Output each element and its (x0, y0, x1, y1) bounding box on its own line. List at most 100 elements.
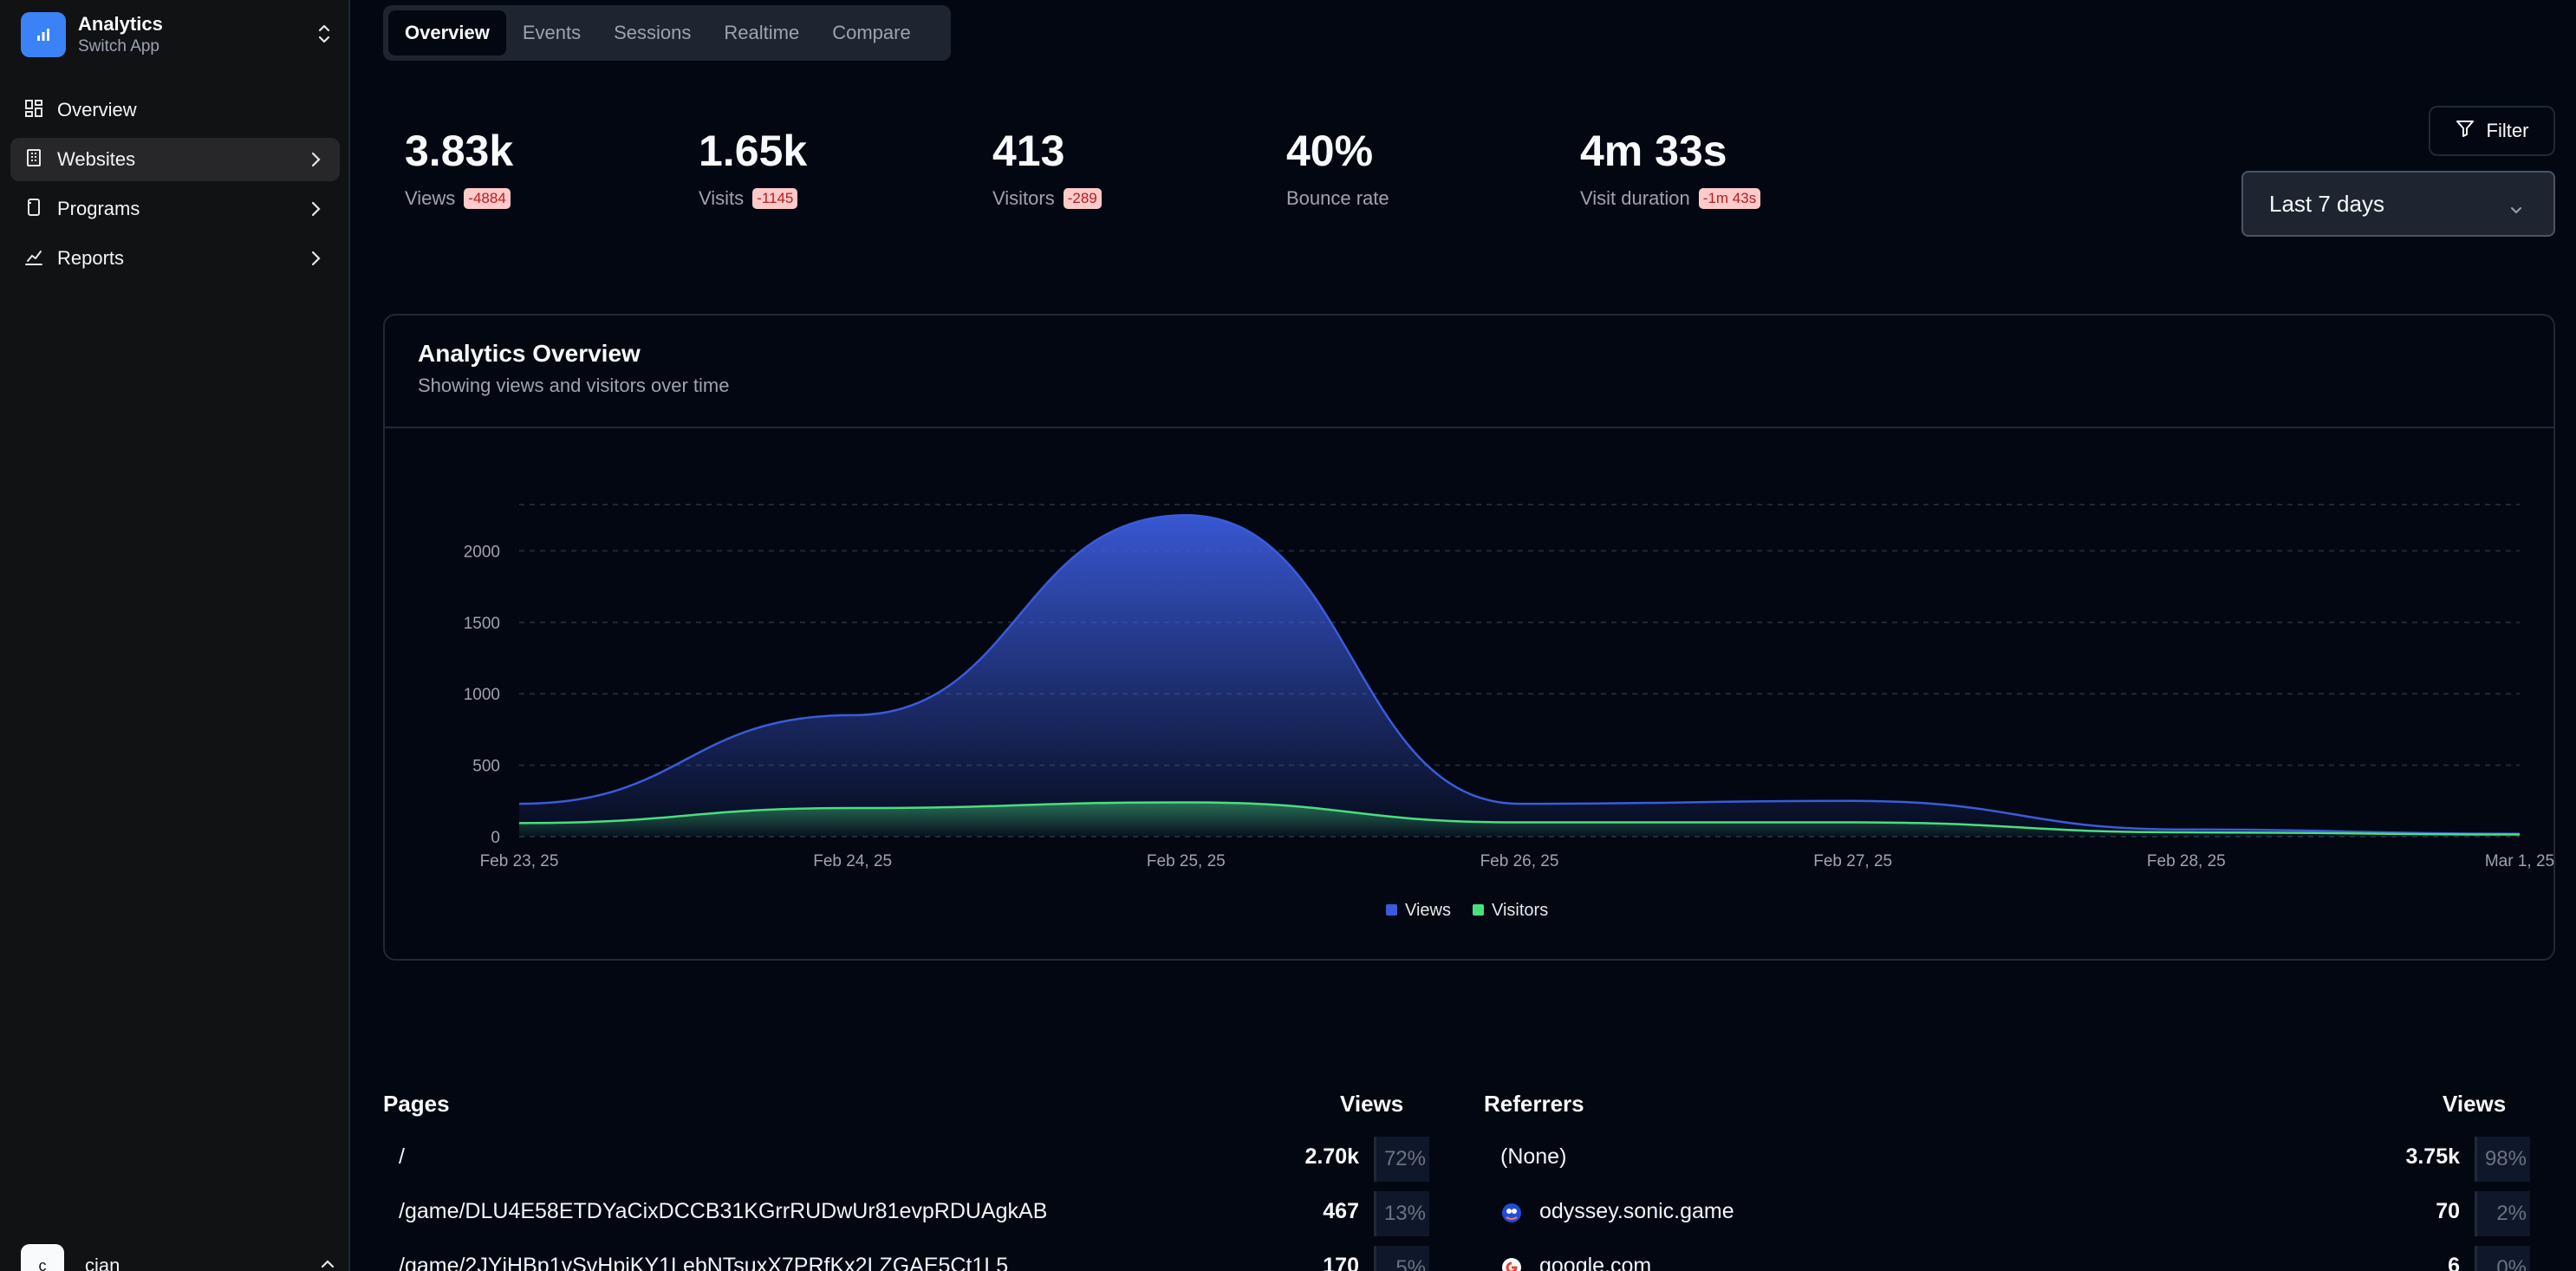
app-name: Analytics (78, 13, 163, 35)
dashboard-icon (24, 99, 43, 122)
stat-views: 3.83k Views -4884 (405, 123, 513, 210)
filter-button[interactable]: Filter (2429, 106, 2555, 156)
referrer-name: odyssey.sonic.game (1539, 1199, 1734, 1223)
stat-visitors: 413 Visitors -289 (992, 123, 1102, 210)
views-legend-swatch (1386, 904, 1397, 916)
sidebar-item-label: Programs (57, 198, 140, 219)
card-title: Analytics Overview (418, 340, 641, 367)
chevron-right-icon (307, 150, 324, 173)
sidebar: Analytics Switch App Overview Websites (0, 0, 350, 1271)
tab-sessions[interactable]: Sessions (614, 22, 692, 43)
chevrons-up-down-icon (315, 23, 333, 49)
page-path: / (399, 1144, 405, 1169)
x-tick-label: Feb 25, 25 (1147, 852, 1226, 870)
user-menu[interactable]: c cian (21, 1244, 336, 1271)
visitors-line (518, 801, 2521, 836)
sidebar-item-reports[interactable]: Reports (10, 237, 340, 280)
referrer-name: google.com (1539, 1254, 1652, 1271)
building-icon (24, 148, 43, 172)
stat-visit-duration: 4m 33s Visit duration -1m 43s (1580, 123, 1761, 210)
x-tick-label: Feb 27, 25 (1813, 852, 1892, 870)
stat-value: 413 (992, 127, 1065, 175)
app-subtitle: Switch App (78, 37, 159, 55)
referrer-pct: 98% (2475, 1137, 2530, 1182)
stat-value: 3.83k (405, 127, 514, 175)
stat-visits: 1.65k Visits -1145 (699, 123, 807, 210)
tab-compare[interactable]: Compare (832, 22, 911, 43)
analytics-overview-card: Analytics Overview Showing views and vis… (383, 314, 2555, 961)
stat-label: Visit duration (1580, 187, 1690, 209)
views-legend-label: Views (1405, 901, 1451, 920)
area-chart: 0 500 1000 1500 2000 Feb 23, 25 Feb 24, 25 Feb … (464, 504, 2554, 920)
referrers-views-header: Views (2443, 1091, 2507, 1117)
pages-title: Pages (383, 1091, 450, 1117)
view-tabs: Overview Events Sessions Realtime Compar… (383, 5, 951, 61)
analytics-logo-icon (21, 12, 66, 57)
filter-label: Filter (2486, 120, 2529, 141)
app-switcher[interactable]: Analytics Switch App (21, 10, 336, 59)
referrer-count: 6 (2448, 1254, 2460, 1271)
chevron-right-icon (307, 199, 324, 223)
google-favicon-icon (1500, 1256, 1523, 1271)
chevron-down-icon (2508, 197, 2524, 224)
stat-label: Visits (699, 187, 745, 209)
sidebar-item-label: Overview (57, 99, 137, 121)
visitors-legend-label: Visitors (1492, 901, 1548, 920)
pages-views-header: Views (1340, 1091, 1404, 1117)
x-tick-label: Feb 28, 25 (2147, 852, 2226, 870)
card-subtitle: Showing views and visitors over time (418, 375, 730, 396)
user-name: cian (85, 1255, 120, 1271)
referrer-pct: 2% (2475, 1191, 2530, 1236)
page-count: 2.70k (1304, 1144, 1359, 1169)
x-tick-label: Mar 1, 25 (2485, 852, 2554, 870)
delta-badge: -4884 (464, 188, 511, 209)
sidebar-item-label: Reports (57, 247, 125, 269)
stat-label: Visitors (992, 187, 1055, 209)
referrer-count: 70 (2436, 1199, 2460, 1223)
x-tick-label: Feb 26, 25 (1480, 852, 1559, 870)
referrer-name: (None) (1500, 1144, 1567, 1169)
delta-badge: -1m 43s (1698, 188, 1761, 209)
y-tick-label: 0 (491, 829, 500, 847)
x-tick-label: Feb 23, 25 (480, 852, 559, 870)
referrer-count: 3.75k (2405, 1144, 2460, 1169)
stat-value: 40% (1286, 127, 1374, 175)
delta-badge: -1145 (752, 188, 798, 209)
stat-value: 1.65k (699, 127, 808, 175)
referrers-title: Referrers (1484, 1091, 1584, 1117)
x-tick-label: Feb 24, 25 (813, 852, 892, 870)
referrer-pct: 0% (2475, 1246, 2530, 1271)
delta-badge: -289 (1063, 188, 1102, 209)
chart-line-icon (24, 247, 43, 270)
date-range-select[interactable]: Last 7 days (2241, 171, 2555, 237)
filter-icon (2456, 119, 2475, 143)
avatar: c (21, 1244, 64, 1271)
stat-bounce-rate: 40% Bounce rate (1286, 123, 1389, 210)
divider (385, 427, 2553, 428)
stat-value: 4m 33s (1580, 127, 1727, 175)
sidebar-item-programs[interactable]: Programs (10, 187, 340, 231)
stat-label: Bounce rate (1286, 187, 1389, 209)
sidebar-item-websites[interactable]: Websites (10, 138, 340, 181)
sidebar-item-overview[interactable]: Overview (10, 88, 340, 132)
chevron-up-icon (319, 1255, 336, 1271)
page-count: 170 (1323, 1254, 1359, 1271)
page-pct: 72% (1374, 1137, 1429, 1182)
y-tick-label: 1500 (464, 615, 500, 633)
tab-overview[interactable]: Overview (388, 10, 506, 55)
tab-events[interactable]: Events (522, 22, 582, 43)
visitors-legend-swatch (1473, 904, 1484, 916)
y-tick-label: 500 (472, 758, 500, 776)
tab-realtime[interactable]: Realtime (724, 22, 800, 43)
date-range-value: Last 7 days (2269, 190, 2384, 217)
sidebar-nav: Overview Websites Programs Reports (10, 88, 340, 286)
page-count: 467 (1323, 1199, 1359, 1223)
chevron-right-icon (307, 249, 324, 272)
y-tick-label: 1000 (464, 686, 500, 704)
y-tick-label: 2000 (464, 543, 500, 561)
page-path: /game/2JYjHBp1vSvHpiKY1LebNTsuxX7PRfKx2L… (399, 1254, 1009, 1271)
sonic-favicon-icon (1500, 1202, 1523, 1224)
stat-label: Views (405, 187, 456, 209)
sidebar-item-label: Websites (57, 148, 136, 170)
views-line (518, 513, 2521, 835)
